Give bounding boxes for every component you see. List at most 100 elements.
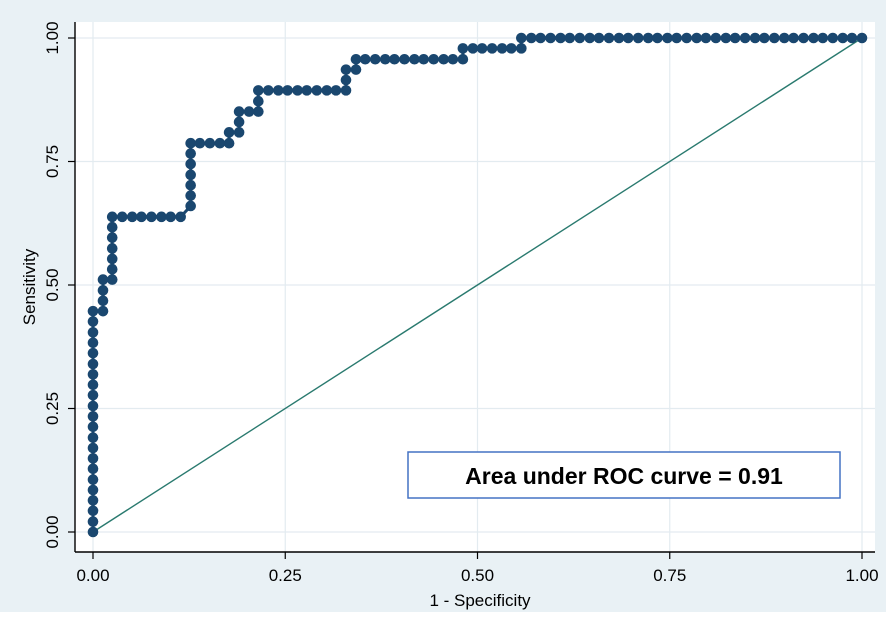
- roc-point: [603, 32, 615, 44]
- roc-point: [175, 211, 186, 223]
- roc-point: [106, 211, 118, 223]
- roc-point: [788, 32, 799, 44]
- roc-point: [379, 53, 391, 65]
- roc-point: [359, 53, 371, 65]
- x-tick-label: 0.50: [461, 566, 494, 585]
- roc-point: [87, 316, 99, 327]
- roc-point: [779, 32, 790, 44]
- roc-point: [185, 200, 196, 212]
- roc-point: [409, 53, 420, 65]
- roc-point: [156, 211, 167, 223]
- roc-point: [418, 53, 429, 65]
- roc-point: [185, 179, 196, 191]
- roc-point: [311, 85, 323, 96]
- roc-point: [476, 43, 488, 54]
- roc-point: [330, 85, 342, 96]
- x-axis-title: 1 - Specificity: [429, 591, 531, 610]
- reference-diagonal-line: [92, 37, 863, 533]
- roc-point: [223, 137, 235, 149]
- roc-point: [194, 137, 206, 149]
- roc-point: [214, 137, 226, 149]
- roc-point: [798, 32, 809, 44]
- roc-point: [632, 32, 644, 44]
- x-tick-label: 0.00: [76, 566, 109, 585]
- roc-point: [671, 32, 682, 44]
- roc-point: [593, 32, 605, 44]
- roc-point: [292, 85, 303, 96]
- roc-point: [457, 43, 469, 54]
- roc-point: [769, 32, 780, 44]
- roc-point: [340, 85, 352, 96]
- roc-point: [846, 32, 858, 44]
- roc-point: [340, 74, 352, 86]
- roc-point: [808, 32, 819, 44]
- roc-point: [555, 32, 566, 44]
- roc-point: [106, 253, 118, 265]
- roc-point: [759, 32, 770, 44]
- roc-point: [106, 221, 118, 233]
- roc-point: [87, 442, 99, 454]
- y-tick-label: 0.00: [43, 515, 62, 548]
- roc-point: [97, 285, 109, 296]
- roc-point: [516, 43, 527, 54]
- roc-point: [87, 400, 99, 412]
- roc-point: [642, 32, 654, 44]
- roc-point: [263, 85, 274, 96]
- roc-point: [720, 32, 732, 44]
- roc-point: [87, 432, 99, 443]
- roc-point: [700, 32, 712, 44]
- roc-point: [691, 32, 702, 44]
- roc-point: [584, 32, 596, 44]
- roc-point: [185, 137, 196, 149]
- roc-point: [185, 169, 196, 181]
- roc-point: [506, 43, 517, 54]
- roc-point: [87, 505, 99, 517]
- roc-point: [204, 137, 216, 149]
- roc-point: [87, 369, 99, 380]
- annotation-box: Area under ROC curve = 0.91: [407, 451, 841, 499]
- roc-point: [827, 32, 839, 44]
- roc-point: [613, 32, 625, 44]
- roc-point: [526, 32, 537, 44]
- roc-point: [496, 43, 508, 54]
- roc-point: [106, 274, 118, 285]
- roc-point: [233, 116, 245, 128]
- roc-point: [350, 64, 362, 75]
- roc-point: [516, 32, 527, 44]
- roc-point: [87, 379, 99, 391]
- roc-point: [574, 32, 586, 44]
- roc-point: [87, 516, 99, 527]
- y-tick-label: 1.00: [43, 21, 62, 54]
- roc-point: [185, 148, 196, 159]
- roc-point: [428, 53, 439, 65]
- roc-point: [369, 53, 381, 65]
- roc-point: [146, 211, 157, 223]
- roc-point: [87, 453, 99, 464]
- roc-point: [233, 127, 245, 138]
- roc-point: [165, 211, 176, 223]
- y-axis-title: Sensitivity: [20, 248, 39, 325]
- roc-point: [856, 32, 868, 44]
- roc-point: [243, 106, 255, 117]
- y-tick-label: 0.75: [43, 145, 62, 178]
- y-tick-label: 0.50: [43, 268, 62, 301]
- roc-point: [749, 32, 761, 44]
- roc-point: [185, 158, 196, 170]
- roc-point: [486, 43, 498, 54]
- annotation-border: [407, 451, 841, 499]
- roc-point: [710, 32, 722, 44]
- roc-point: [253, 85, 264, 96]
- roc-point: [87, 495, 99, 506]
- roc-point: [223, 127, 235, 138]
- roc-point: [652, 32, 663, 44]
- roc-point: [87, 526, 99, 538]
- roc-point: [389, 53, 400, 65]
- roc-point: [729, 32, 741, 44]
- x-tick-label: 1.00: [845, 566, 878, 585]
- roc-point: [87, 337, 99, 349]
- roc-point: [273, 85, 284, 96]
- roc-point: [622, 32, 634, 44]
- roc-point: [253, 95, 264, 107]
